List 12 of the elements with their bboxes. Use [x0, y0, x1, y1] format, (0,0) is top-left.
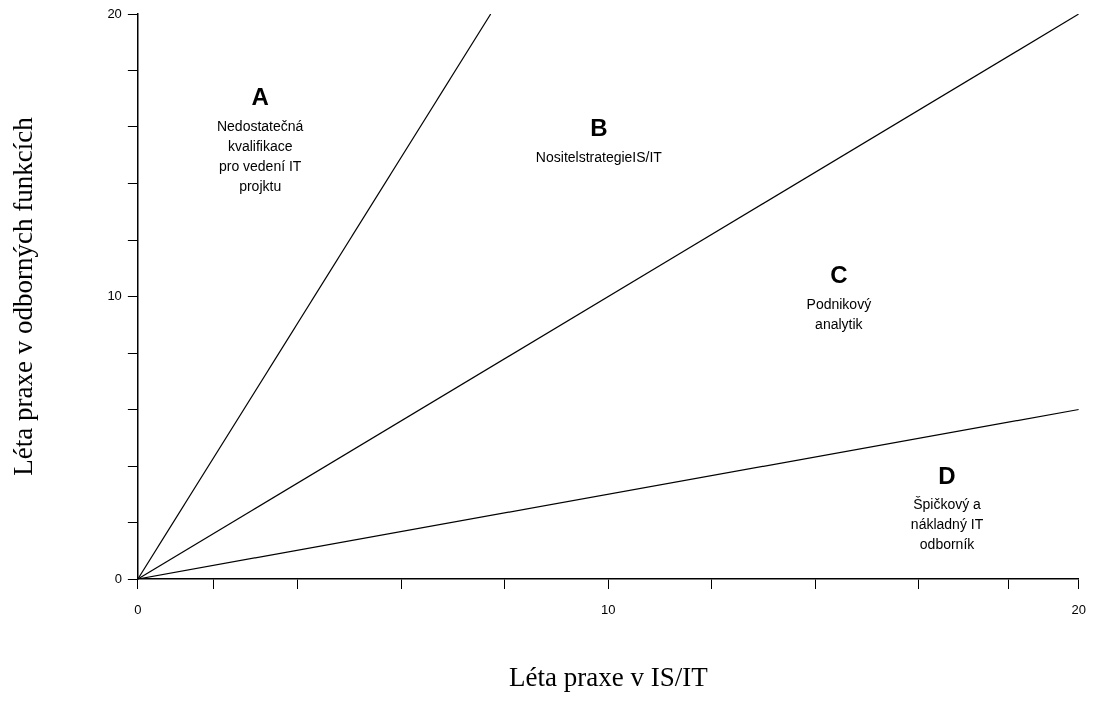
annotation: C Podnikový analytik	[806, 261, 872, 332]
y-axis-title: Léta praxe v odborných funkcích	[8, 116, 39, 476]
y-tick-label: 10	[107, 288, 122, 304]
x-tick-label: 10	[601, 602, 616, 618]
annotation: B NositelstrategieIS/IT	[535, 114, 663, 165]
annotation: A Nedostatečná kvalifikace pro vedení IT projktu	[216, 83, 304, 194]
x-tick-label: 20	[1071, 602, 1086, 618]
x-tick-label: 0	[134, 602, 142, 618]
x-axis-title: Léta praxe v IS/IT	[508, 661, 709, 692]
y-tick-label: 20	[107, 5, 122, 21]
y-tick-label: 0	[114, 570, 122, 586]
annotation: D Špičkový a nákladný IT odborník	[910, 461, 984, 553]
